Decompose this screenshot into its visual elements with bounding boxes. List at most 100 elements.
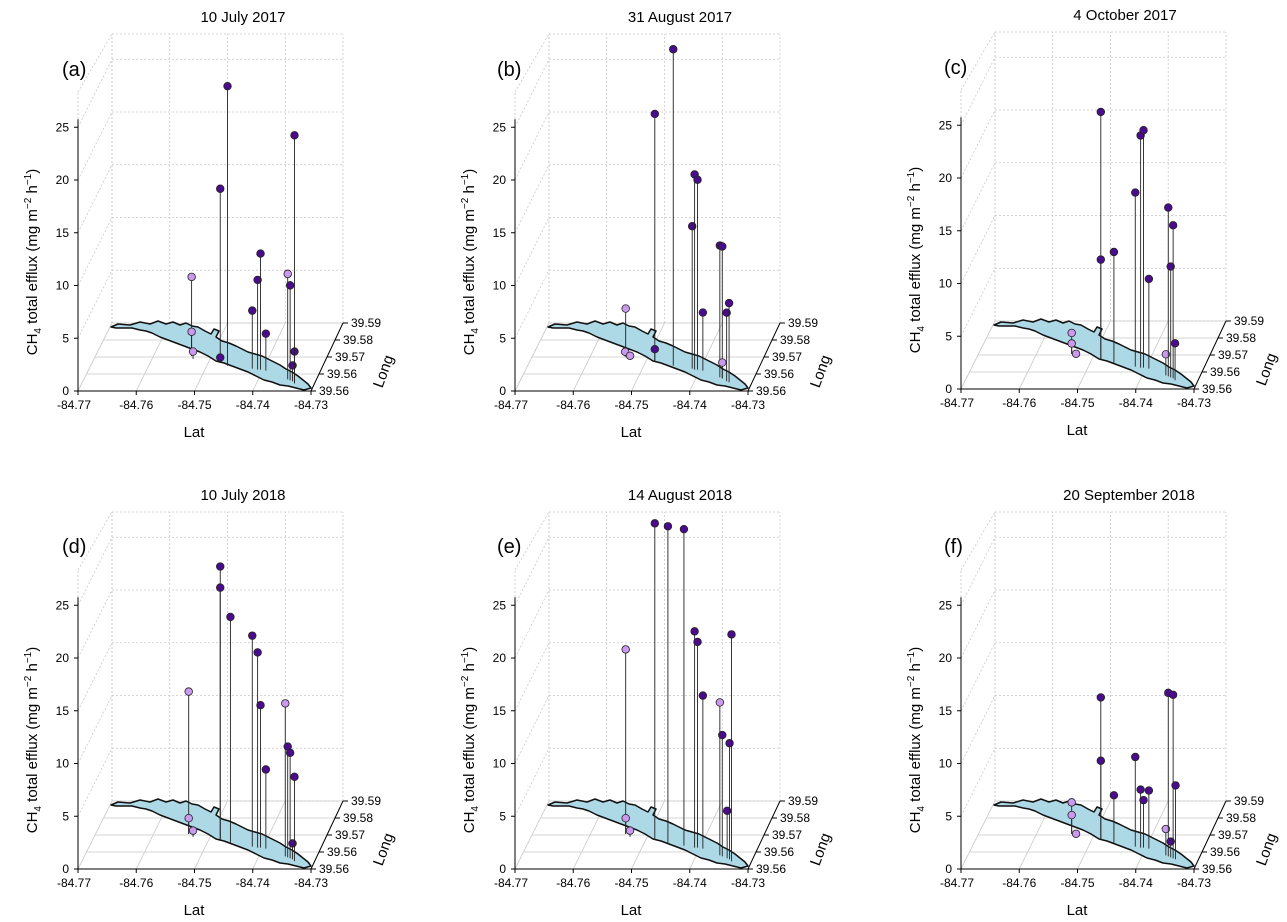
x-tick-label: -84.76 <box>1002 876 1036 890</box>
z-axis-label-part: −1 <box>23 651 34 663</box>
panel-title: 14 August 2018 <box>628 487 732 504</box>
y-tick-label: 39.58 <box>780 333 810 347</box>
z-axis-label-part: −2 <box>460 197 471 209</box>
data-point <box>223 81 232 91</box>
y-tick-label: 39.56 <box>319 862 349 876</box>
grid-line <box>514 642 550 711</box>
data-point <box>1131 752 1140 762</box>
z-tick-label: 10 <box>493 279 507 293</box>
z-tick-label: 25 <box>939 118 953 132</box>
panel-label: (d) <box>62 536 86 558</box>
y-axis-label: Long <box>370 831 397 868</box>
z-tick-label: 5 <box>499 809 506 823</box>
data-point <box>1136 785 1145 794</box>
back-wall-grid <box>548 511 781 802</box>
data-point <box>715 698 725 707</box>
grid-line <box>960 642 996 711</box>
x-tick-label: -84.73 <box>731 876 765 890</box>
z-axis-label: CH4 total efflux (mg m−2 h−1) <box>460 169 481 356</box>
x-axis-label: Lat <box>184 902 206 919</box>
x-tick-label: -84.77 <box>57 398 91 412</box>
grid-line <box>514 111 550 181</box>
grid-line <box>514 164 550 233</box>
data-point <box>1096 107 1106 117</box>
panel-title: 20 September 2018 <box>1063 487 1195 504</box>
left-wall-grid <box>514 33 550 392</box>
data-point <box>290 131 299 140</box>
z-axis-label-part: 4 <box>33 328 44 334</box>
data-point <box>1109 791 1119 800</box>
grid-line <box>960 162 996 231</box>
z-axis-label-part: CH <box>24 812 41 834</box>
panel-5: 14 August 2018 (e) 0 5 10 15 20 25 -84.77 -84.76 -… <box>460 487 834 919</box>
y-axis-label: Long <box>1253 351 1280 388</box>
y-tick-label: 39.56 <box>756 862 786 876</box>
z-axis-label-part: −1 <box>460 173 471 185</box>
grid-line <box>77 217 113 286</box>
x-tick-label: -84.75 <box>177 876 211 890</box>
grid-line <box>514 270 550 339</box>
x-axis-label: Lat <box>1067 422 1089 439</box>
data-point <box>187 327 196 336</box>
x-tick-label: -84.73 <box>1177 396 1211 410</box>
left-wall-grid <box>514 511 550 870</box>
z-axis-label-part: 4 <box>33 806 44 812</box>
data-point <box>1161 824 1171 834</box>
x-tick-label: -84.75 <box>614 398 648 412</box>
data-point <box>281 699 290 708</box>
data-point <box>216 184 225 193</box>
data-point <box>288 839 297 848</box>
z-tick-label: 0 <box>499 862 506 876</box>
grid-line <box>77 33 113 93</box>
x-tick-label: -84.76 <box>556 398 590 412</box>
grid-line <box>514 695 550 764</box>
z-axis-label-part: h <box>907 183 924 196</box>
grid-line <box>960 57 996 126</box>
data-point <box>725 739 734 748</box>
data-point <box>625 826 635 835</box>
data-point <box>698 308 708 317</box>
data-point <box>718 358 727 367</box>
data-point <box>285 281 295 290</box>
z-axis-label-part: total efflux (mg m <box>907 687 924 806</box>
data-points <box>621 519 736 862</box>
grid-line <box>77 589 113 659</box>
data-point <box>1096 255 1106 264</box>
z-axis-label-part: 4 <box>916 326 927 332</box>
x-axis-label: Lat <box>621 902 643 919</box>
data-point <box>1144 274 1154 284</box>
y-tick-label: 39.59 <box>351 316 381 330</box>
z-tick-label: 5 <box>945 329 952 343</box>
data-point <box>216 562 225 571</box>
grid-line <box>960 748 996 817</box>
y-tick-label: 39.56 <box>756 384 786 398</box>
data-point <box>1131 188 1140 197</box>
data-point <box>1071 829 1081 838</box>
panel-title: 10 July 2017 <box>200 9 285 26</box>
z-axis-label-part: h <box>24 663 41 676</box>
z-tick-label: 15 <box>56 226 70 240</box>
x-tick-label: -84.74 <box>673 398 707 412</box>
data-point <box>283 269 292 279</box>
z-tick-label: 5 <box>62 809 69 823</box>
grid-line <box>514 59 550 128</box>
y-axis-label: Long <box>370 353 397 390</box>
x-tick-label: -84.73 <box>294 398 328 412</box>
grid-line <box>514 589 550 659</box>
grid-line <box>960 268 996 337</box>
y-tick-label: 39.58 <box>343 811 373 825</box>
y-tick-label: 39.56 <box>327 367 357 381</box>
y-tick-label: 39.57 <box>772 350 802 364</box>
z-axis-label-part: −1 <box>460 651 471 663</box>
z-axis-label-part: 4 <box>470 806 481 812</box>
y-tick-label: 39.57 <box>772 828 802 842</box>
z-axis-label-part: −2 <box>906 675 917 687</box>
y-tick-label: 39.56 <box>1210 365 1240 379</box>
z-tick-label: 25 <box>493 598 507 612</box>
panel-label: (c) <box>944 57 967 79</box>
y-tick-label: 39.59 <box>788 794 818 808</box>
z-tick-label: 20 <box>493 173 507 187</box>
data-point <box>650 519 660 528</box>
data-point <box>698 691 708 700</box>
x-tick-label: -84.77 <box>940 396 974 410</box>
